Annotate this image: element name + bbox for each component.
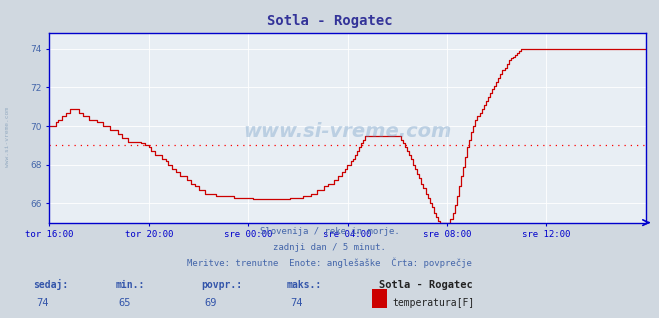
Text: temperatura[F]: temperatura[F] [393, 298, 475, 308]
Text: 65: 65 [119, 298, 131, 308]
Text: Sotla - Rogatec: Sotla - Rogatec [267, 14, 392, 28]
Text: 69: 69 [204, 298, 217, 308]
Text: min.:: min.: [115, 280, 145, 290]
Text: Sotla - Rogatec: Sotla - Rogatec [379, 280, 473, 290]
Text: sedaj:: sedaj: [33, 279, 68, 290]
Text: www.si-vreme.com: www.si-vreme.com [5, 107, 11, 167]
Text: www.si-vreme.com: www.si-vreme.com [243, 122, 452, 141]
Text: 74: 74 [290, 298, 302, 308]
Text: Meritve: trenutne  Enote: anglešaške  Črta: povprečje: Meritve: trenutne Enote: anglešaške Črta… [187, 257, 472, 267]
Text: 74: 74 [36, 298, 49, 308]
Text: zadnji dan / 5 minut.: zadnji dan / 5 minut. [273, 243, 386, 252]
Text: Slovenija / reke in morje.: Slovenija / reke in morje. [260, 227, 399, 236]
Text: povpr.:: povpr.: [201, 280, 242, 290]
Text: maks.:: maks.: [287, 280, 322, 290]
